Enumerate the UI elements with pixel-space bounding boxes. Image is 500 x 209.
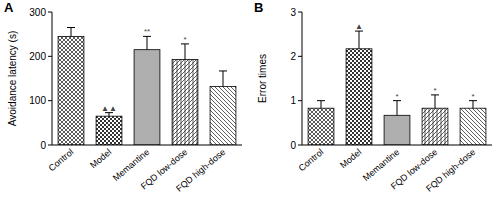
panel-label: A: [4, 0, 14, 15]
annotation: *: [395, 92, 398, 101]
tick: [48, 100, 52, 101]
category-label: Control: [297, 147, 326, 173]
error-bar: [317, 101, 325, 109]
tick: [298, 145, 302, 146]
tick: [48, 145, 52, 146]
error-stem: [147, 36, 148, 49]
tick-label: 300: [29, 7, 46, 18]
error-stem: [473, 101, 474, 109]
error-bar: [393, 101, 401, 116]
bar: [422, 108, 448, 145]
tick-label: 0: [40, 140, 46, 151]
error-cap: [219, 70, 227, 71]
error-stem: [109, 113, 110, 117]
annotation: ▲: [355, 22, 363, 31]
annotation: **: [144, 27, 150, 36]
error-bar: [143, 36, 151, 49]
panel-label: B: [254, 0, 263, 15]
annotation: *: [471, 92, 474, 101]
annotation: ▲▲: [101, 104, 117, 113]
tick-label: 0: [290, 140, 296, 151]
error-stem: [321, 101, 322, 109]
error-bar: [431, 95, 439, 108]
bars: [58, 28, 236, 145]
category-label: FQD high-dose: [424, 147, 477, 194]
tick: [298, 100, 302, 101]
bar: [460, 108, 486, 145]
bar: [134, 50, 160, 145]
bar: [172, 59, 198, 145]
axis-label: Avoidance latency (s): [7, 31, 18, 126]
annotation: *: [183, 35, 186, 44]
tick-label: 100: [29, 95, 46, 106]
tick-label: 2: [290, 51, 296, 62]
axis-label: Error times: [257, 54, 268, 103]
panel: AAvoidance latency (s)0100200300▲▲***Con…: [4, 0, 242, 194]
x-axis: [302, 145, 492, 146]
bar: [96, 116, 122, 145]
figure: AAvoidance latency (s)0100200300▲▲***Con…: [0, 0, 500, 209]
tick-label: 3: [290, 7, 296, 18]
category-label: Model: [338, 147, 363, 170]
tick: [48, 12, 52, 13]
error-cap: [67, 27, 75, 28]
x-axis: [52, 145, 242, 146]
category-label: Control: [47, 147, 76, 173]
error-stem: [71, 28, 72, 37]
bar: [210, 86, 236, 145]
error-bar: [219, 71, 227, 87]
error-bar: [469, 101, 477, 109]
tick: [48, 56, 52, 57]
tick-label: 200: [29, 51, 46, 62]
panel: BError times0123▲***ControlModelMemantin…: [254, 0, 492, 194]
bar: [384, 115, 410, 145]
error-stem: [185, 44, 186, 60]
y-axis: [52, 12, 53, 145]
error-bar: [355, 31, 363, 49]
error-bar: [105, 113, 113, 117]
error-cap: [317, 100, 325, 101]
error-bar: [181, 44, 189, 60]
error-bar: [67, 28, 75, 37]
tick: [298, 12, 302, 13]
bar: [346, 49, 372, 145]
bar: [308, 108, 334, 145]
error-stem: [359, 31, 360, 49]
tick-label: 1: [290, 95, 296, 106]
annotation: *: [433, 86, 436, 95]
category-label: Model: [88, 147, 113, 170]
error-stem: [397, 101, 398, 116]
tick: [298, 56, 302, 57]
y-axis: [302, 12, 303, 145]
error-stem: [435, 95, 436, 108]
error-stem: [223, 71, 224, 87]
category-label: FQD high-dose: [174, 147, 227, 194]
bar: [58, 36, 84, 145]
bars: [308, 31, 486, 145]
